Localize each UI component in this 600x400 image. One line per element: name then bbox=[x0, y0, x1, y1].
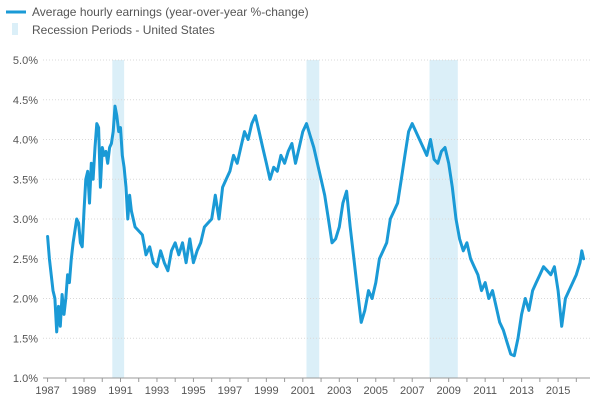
x-tick-label: 1995 bbox=[181, 385, 205, 397]
x-axis: 1987 1989 1991 1993 1995 1997 1999 2001 2003 2005… bbox=[35, 377, 590, 397]
y-axis: 1.0% 1.5% 2.0% 2.5% 3.0% 3.5% 4.0% 4.5% 5.0% bbox=[13, 55, 38, 385]
x-tick-label: 2007 bbox=[400, 385, 424, 397]
legend: Average hourly earnings (year-over-year … bbox=[6, 5, 309, 37]
y-tick-label: 4.0% bbox=[13, 135, 38, 147]
y-tick-label: 2.0% bbox=[13, 294, 38, 306]
x-tick-label: 1991 bbox=[108, 385, 132, 397]
x-tick-label: 2001 bbox=[291, 385, 315, 397]
recession-band-2 bbox=[306, 60, 320, 378]
x-tick-label: 2009 bbox=[436, 385, 460, 397]
x-tick-label: 2015 bbox=[546, 385, 570, 397]
x-tick-label: 1989 bbox=[72, 385, 96, 397]
series-line-average-hourly-earnings bbox=[46, 104, 586, 358]
x-tick-label: 1999 bbox=[254, 385, 278, 397]
y-tick-label: 1.0% bbox=[13, 373, 38, 385]
recession-band-3 bbox=[429, 60, 458, 378]
recession-bands bbox=[112, 60, 458, 378]
x-tick-label: 1997 bbox=[218, 385, 242, 397]
x-tick-label: 2005 bbox=[364, 385, 388, 397]
legend-recession-swatch bbox=[12, 23, 18, 35]
gridlines bbox=[43, 59, 590, 339]
y-tick-label: 3.5% bbox=[13, 174, 38, 186]
y-tick-label: 4.5% bbox=[13, 95, 38, 107]
y-tick-label: 5.0% bbox=[13, 55, 38, 67]
legend-line-label: Average hourly earnings (year-over-year … bbox=[32, 5, 309, 19]
y-tick-label: 3.0% bbox=[13, 214, 38, 226]
y-tick-label: 2.5% bbox=[13, 254, 38, 266]
x-tick-label: 1987 bbox=[35, 385, 59, 397]
x-tick-label: 2003 bbox=[327, 385, 351, 397]
x-tick-label: 2013 bbox=[509, 385, 533, 397]
x-tick-label: 2011 bbox=[473, 385, 497, 397]
y-tick-label: 1.5% bbox=[13, 333, 38, 345]
legend-recession-label: Recession Periods - United States bbox=[32, 23, 215, 37]
x-tick-label: 1993 bbox=[145, 385, 169, 397]
